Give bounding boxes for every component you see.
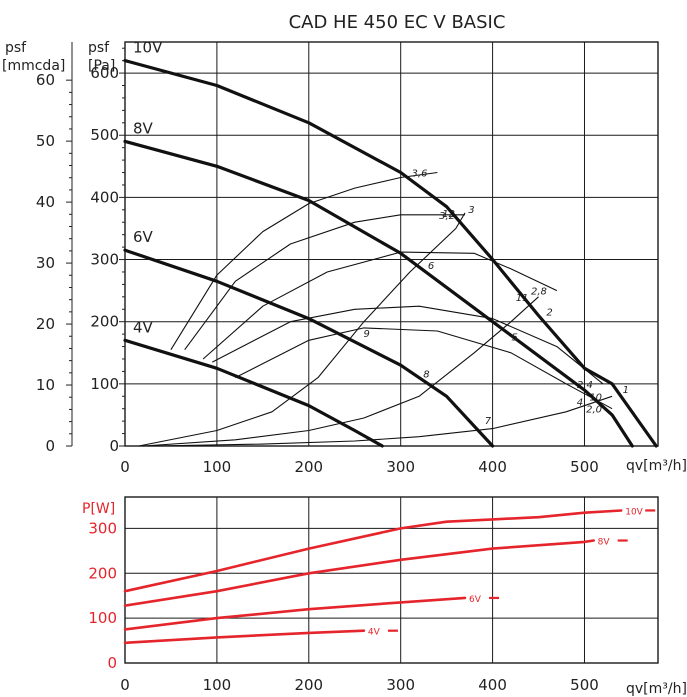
bottom-x-tick-label: 0 [120, 676, 130, 694]
power-curve-label: 8V [598, 538, 611, 548]
operating-point-label: 3 [468, 205, 474, 216]
bottom-x-tick-label: 100 [203, 676, 232, 694]
pa-tick-label: 500 [90, 126, 119, 144]
power-tick-label: 300 [88, 519, 117, 537]
efficiency-curve-3-2 [184, 214, 465, 351]
efficiency-curve-label: 12 [442, 209, 455, 220]
mmcda-tick-label: 10 [36, 376, 55, 394]
mmcda-tick-label: 50 [36, 132, 55, 150]
bottom-x-tick-label: 400 [478, 676, 507, 694]
power-curve-4V [123, 629, 366, 645]
top-x-tick-label: 0 [120, 458, 130, 476]
power-tick-label: 100 [88, 609, 117, 627]
efficiency-curve-label: 3,6 [412, 169, 428, 180]
top-x-tick-label: 500 [570, 458, 599, 476]
pa-tick-label: 400 [90, 188, 119, 206]
power-curve-8V [123, 539, 595, 607]
power-tick-label: 200 [88, 564, 117, 582]
efficiency-curve-label: 11 [516, 293, 529, 304]
top-chart-grid: 0 100 200 300 400 500 0 100 200 300 400 500 600 0 10 20… [36, 41, 659, 476]
operating-point-label: 1 [623, 385, 629, 396]
mmcda-tick-label: 20 [36, 315, 55, 333]
efficiency-curve-label: 10 [589, 392, 602, 403]
power-curve-label: 4V [368, 628, 381, 638]
operating-point-label: 4 [577, 398, 583, 409]
mmcda-tick-label: 60 [36, 71, 55, 89]
mmcda-tick-label: 0 [45, 437, 55, 455]
pa-tick-label: 200 [90, 313, 119, 331]
psf-right-label: psf [88, 40, 110, 56]
operating-point-label: 6 [428, 261, 434, 272]
efficiency-curve-12 [138, 212, 466, 447]
pressure-curve-label: 6V [133, 228, 154, 246]
power-curve-label: 6V [469, 595, 482, 605]
power-curve-label: 10V [625, 507, 643, 517]
bottom-chart-grid: 0 100 200 300 400 500 0 100 200 300 [88, 496, 659, 694]
pressure-curve-8V [123, 139, 634, 448]
efficiency-curve-2-8 [202, 251, 558, 360]
pa-label: [Pa] [88, 58, 115, 74]
pressure-curve-10V [123, 59, 658, 448]
bottom-x-tick-label: 200 [294, 676, 323, 694]
power-axis-label: P[W] [82, 501, 115, 517]
chart-title: CAD HE 450 EC V BASIC [289, 12, 506, 33]
pressure-curve-label: 10V [133, 39, 163, 57]
bottom-plot-frame [124, 496, 659, 664]
psf-left-label: psf [5, 40, 27, 56]
top-x-tick-label: 300 [386, 458, 415, 476]
efficiency-curve-label: 2,4 [577, 380, 593, 391]
power-tick-label: 0 [107, 654, 117, 672]
qv-label-top: qv[m³/h] [626, 458, 687, 474]
top-x-tick-label: 100 [203, 458, 232, 476]
pa-tick-label: 300 [90, 251, 119, 269]
mmcda-label: [mmcda] [2, 58, 65, 74]
pressure-curve-6V [123, 248, 495, 448]
pa-tick-label: 600 [90, 64, 119, 82]
mmcda-tick-label: 40 [36, 193, 55, 211]
operating-point-label: 2 [546, 307, 552, 318]
operating-point-label: 7 [485, 416, 492, 427]
top-plot-frame [124, 41, 659, 447]
power-curve-10V [123, 509, 623, 593]
bottom-chart-curves: 10V 8V 6V 4V [123, 507, 656, 645]
mmcda-tick-label: 30 [36, 254, 55, 272]
pa-tick-label: 100 [90, 375, 119, 393]
pa-tick-label: 0 [109, 437, 119, 455]
pressure-curve-4V [123, 338, 384, 448]
operating-point-label: 5 [511, 332, 517, 343]
top-x-tick-label: 200 [294, 458, 323, 476]
efficiency-curve-label: 3,2 [439, 211, 455, 222]
qv-label-bottom: qv[m³/h] [626, 681, 687, 697]
efficiency-curve-3-6 [170, 171, 438, 350]
pressure-curve-label: 8V [133, 119, 154, 137]
efficiency-curve-label: 2,0 [586, 405, 602, 416]
operating-point-label: 9 [364, 329, 370, 340]
efficiency-curve-2-0 [235, 327, 613, 410]
pressure-curve-label: 4V [133, 318, 154, 336]
efficiency-curve-2-4 [212, 305, 604, 385]
efficiency-curve-label: 2,8 [531, 287, 547, 298]
bottom-x-tick-label: 500 [570, 676, 599, 694]
efficiency-curve-10 [152, 395, 613, 447]
efficiency-curve-11 [143, 296, 539, 447]
bottom-x-tick-label: 300 [386, 676, 415, 694]
power-curve-6V [123, 596, 467, 631]
top-x-tick-label: 400 [478, 458, 507, 476]
operating-point-label: 8 [423, 370, 429, 381]
